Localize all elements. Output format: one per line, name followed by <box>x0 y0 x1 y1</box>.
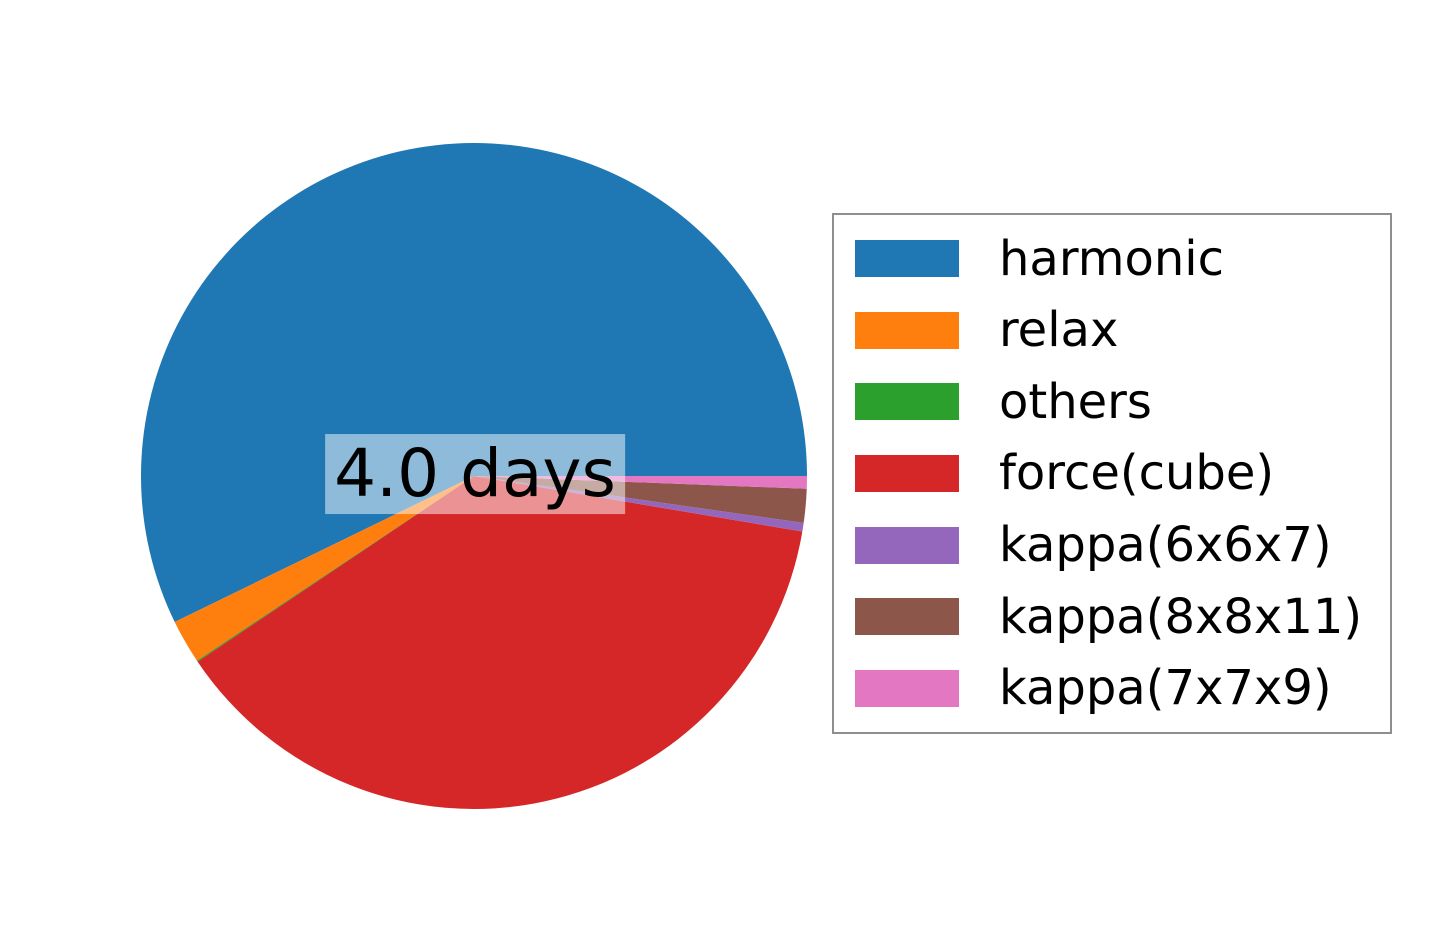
legend-swatch <box>855 598 959 636</box>
legend-label: kappa(7x7x9) <box>999 660 1332 717</box>
legend: harmonic relax others force(cube) kappa(6x6x… <box>832 213 1392 734</box>
legend-label: kappa(6x6x7) <box>999 517 1332 574</box>
legend-label: relax <box>999 302 1119 359</box>
legend-swatch <box>855 669 959 707</box>
legend-swatch <box>855 240 959 278</box>
legend-label: kappa(8x8x11) <box>999 588 1363 645</box>
legend-swatch <box>855 454 959 492</box>
legend-item: others <box>855 378 1390 426</box>
legend-item: harmonic <box>855 235 1390 283</box>
legend-swatch <box>855 383 959 421</box>
center-label-box: 4.0 days <box>325 434 625 514</box>
legend-label: force(cube) <box>999 445 1275 502</box>
legend-item: kappa(8x8x11) <box>855 593 1390 641</box>
legend-item: relax <box>855 306 1390 354</box>
pie-slice-force-cube- <box>197 476 803 809</box>
legend-item: force(cube) <box>855 449 1390 497</box>
pie-slice-others <box>196 476 474 662</box>
pie-slice-harmonic <box>141 143 807 622</box>
legend-swatch <box>855 526 959 564</box>
legend-label: harmonic <box>999 230 1224 287</box>
legend-label: others <box>999 373 1152 430</box>
pie-slice-relax <box>174 476 474 661</box>
center-label-text: 4.0 days <box>334 435 616 513</box>
legend-item: kappa(7x7x9) <box>855 664 1390 712</box>
legend-item: kappa(6x6x7) <box>855 521 1390 569</box>
legend-swatch <box>855 311 959 349</box>
